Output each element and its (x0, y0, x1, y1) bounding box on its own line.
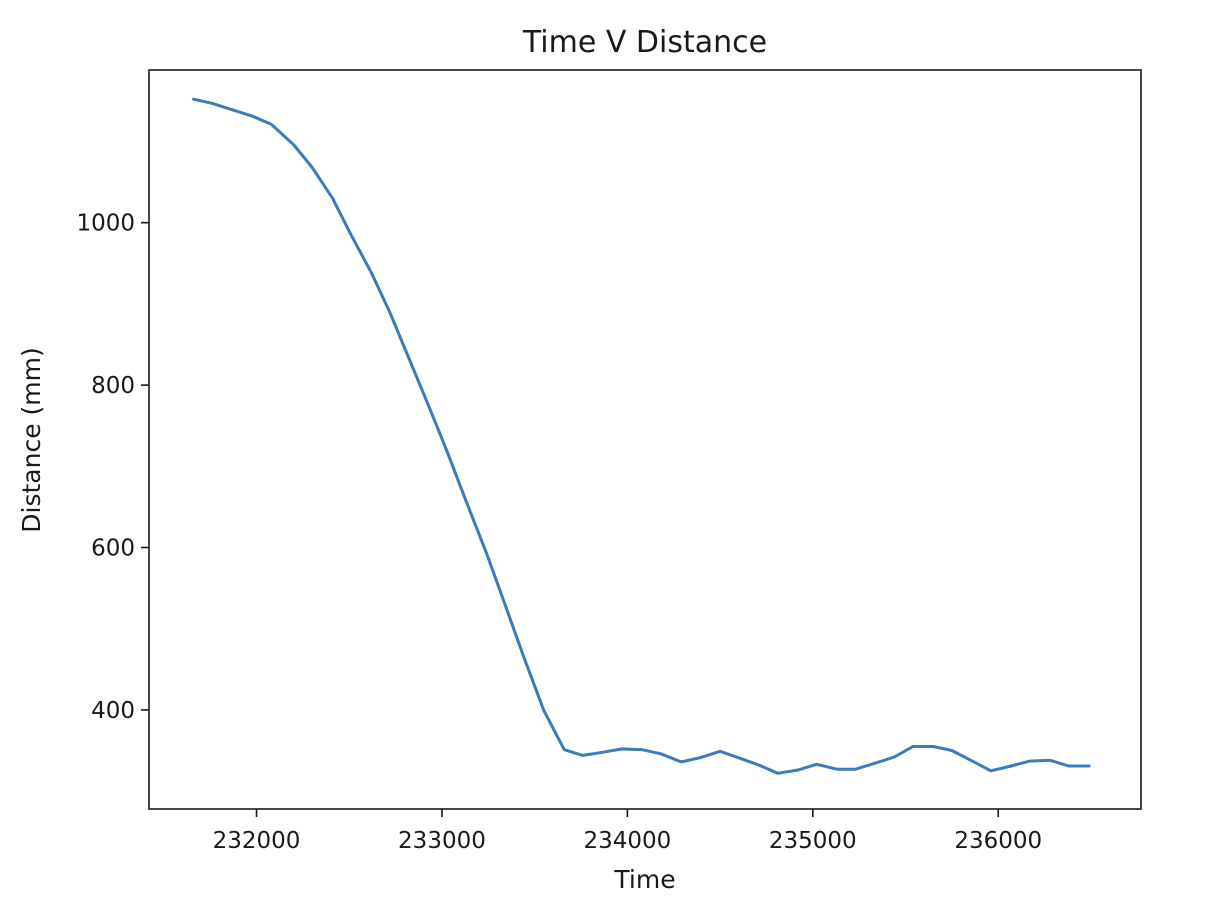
y-tick-label: 600 (91, 536, 135, 562)
y-tick-label: 800 (91, 373, 135, 399)
y-axis: 400 600 800 1000 (76, 211, 149, 724)
chart-title: Time V Distance (522, 25, 767, 60)
x-tick-label: 234000 (583, 828, 671, 854)
series-line (192, 97, 1091, 775)
x-tick-label: 233000 (398, 828, 486, 854)
series-layer (192, 97, 1091, 775)
y-tick-label: 400 (91, 698, 135, 724)
y-tick-label: 1000 (76, 211, 135, 237)
x-tick-label: 232000 (213, 828, 301, 854)
plot-area (148, 69, 1142, 810)
x-axis-label: Time (613, 865, 675, 894)
y-axis-label: Distance (mm) (17, 347, 46, 532)
x-axis: 232000 233000 234000 235000 236000 (213, 809, 1042, 854)
x-tick-label: 236000 (954, 828, 1042, 854)
x-tick-label: 235000 (769, 828, 857, 854)
